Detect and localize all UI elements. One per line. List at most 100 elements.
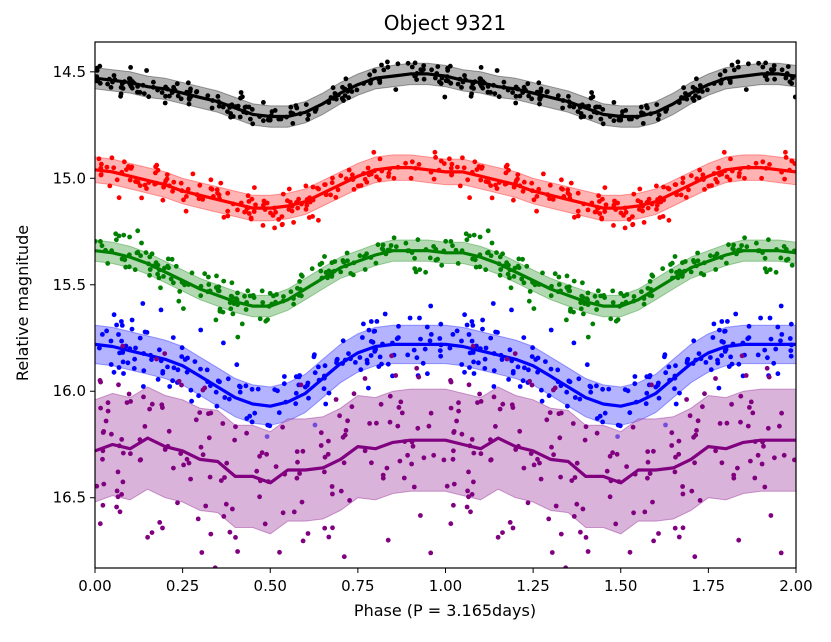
series-1-point [665, 185, 671, 191]
series-3-point [372, 349, 378, 354]
series-2-point [243, 307, 249, 312]
series-2-point [373, 260, 379, 266]
series-4-point [713, 448, 718, 454]
series-4-point [448, 405, 454, 411]
series-3-point [125, 360, 131, 366]
series-3-point [366, 385, 371, 391]
series-2-point [267, 290, 273, 296]
series-1-point [286, 186, 292, 192]
series-4-point [558, 410, 564, 416]
series-2-point [340, 258, 346, 263]
series-4-point [676, 451, 682, 457]
series-4-point [280, 510, 286, 516]
series-4-point [745, 423, 751, 429]
series-4-point [531, 462, 537, 468]
series-3-point [104, 328, 109, 334]
series-4-point [477, 391, 482, 397]
series-3-point [548, 366, 554, 372]
series-0-point [385, 64, 391, 70]
series-4-point [607, 494, 613, 500]
series-4-point [676, 438, 682, 444]
series-3-point [729, 361, 735, 367]
series-2-point [485, 228, 491, 234]
series-2-point [744, 244, 750, 250]
series-2-point [114, 237, 119, 243]
series-1-point [449, 161, 455, 167]
series-3-point [396, 323, 401, 329]
series-1-point [235, 207, 240, 213]
series-3-point [97, 345, 102, 351]
series-3-point [144, 330, 150, 335]
series-1-point [504, 162, 510, 168]
series-3-point [119, 338, 124, 344]
series-3-point [719, 353, 724, 358]
series-2-point [350, 272, 356, 278]
series-1-point [261, 198, 267, 204]
series-0-point [429, 67, 434, 73]
series-2-point [415, 237, 421, 243]
series-3-point [459, 362, 465, 367]
series-2-point [155, 271, 161, 277]
series-3-point [247, 413, 253, 419]
series-0-point [414, 77, 419, 82]
series-1-point [365, 165, 371, 171]
series-3-point [600, 386, 605, 392]
series-2-point [323, 270, 329, 275]
series-4-point [528, 451, 534, 456]
series-1-point [304, 202, 310, 208]
series-3-point [132, 356, 138, 362]
series-0-point [178, 96, 184, 102]
series-2-point [571, 278, 577, 284]
series-0-point [243, 104, 249, 110]
series-2-point [608, 316, 614, 322]
series-2-point [580, 280, 585, 286]
series-3-point [361, 321, 366, 327]
series-2-point [362, 267, 368, 272]
series-3-point [407, 315, 413, 321]
series-4-point [157, 520, 163, 525]
series-0-point [305, 116, 311, 122]
series-2-point [299, 273, 305, 279]
series-4-point [232, 437, 238, 443]
series-0-point [405, 60, 411, 66]
series-4-point [384, 465, 390, 471]
series-4-point [188, 476, 194, 482]
series-3-point [577, 396, 583, 402]
series-3-point [275, 388, 280, 394]
series-3-point [746, 323, 752, 329]
chart-title: Object 9321 [384, 11, 506, 35]
series-1-point [622, 225, 628, 231]
series-0-point [588, 114, 594, 120]
series-1-point [160, 197, 166, 203]
series-2-point [764, 269, 769, 275]
series-3-point [703, 360, 709, 365]
series-4-point [193, 417, 199, 423]
series-1-point [261, 202, 266, 208]
series-3-point [602, 410, 608, 416]
series-1-point [493, 182, 498, 188]
series-4-point [451, 430, 457, 435]
series-3-point [717, 327, 722, 333]
series-2-point [216, 288, 222, 294]
series-0-point [656, 112, 662, 118]
series-4-point [119, 437, 125, 442]
series-2-point [319, 260, 325, 266]
series-1-point [127, 177, 133, 183]
series-2-point [220, 309, 226, 315]
series-1-point [536, 186, 542, 192]
series-1-point [279, 222, 285, 228]
series-2-point [132, 267, 138, 273]
series-4-point [222, 475, 227, 480]
series-3-point [252, 410, 258, 416]
series-4-point [294, 449, 300, 454]
x-tick-label: 0.00 [78, 577, 111, 595]
series-3-point [379, 361, 384, 367]
series-1-point [295, 205, 301, 211]
series-0-point [644, 103, 649, 109]
series-3-point [267, 423, 273, 429]
series-1-point [251, 209, 257, 215]
series-4-point [349, 404, 355, 410]
series-0-point [501, 79, 507, 85]
series-0-point [237, 114, 243, 120]
series-4-point [399, 410, 405, 416]
